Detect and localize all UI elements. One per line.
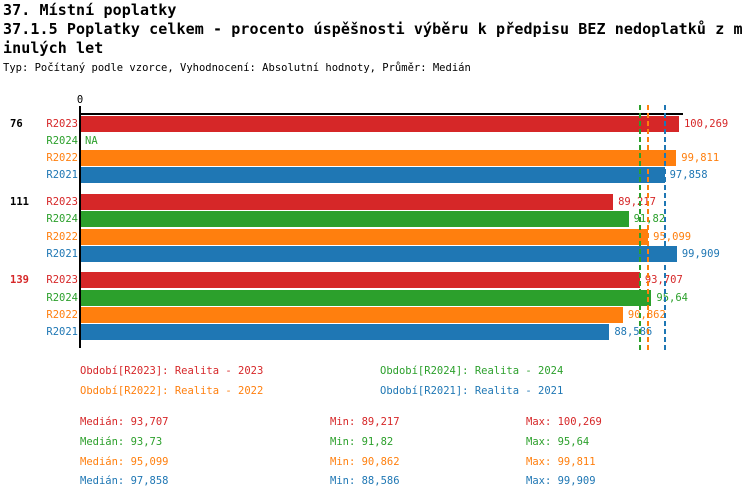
bar-row-label-r2022: R2022 bbox=[46, 308, 78, 321]
stat-median-r2023: Medián: 93,707 bbox=[80, 416, 169, 428]
stat-median-r2022: Medián: 95,099 bbox=[80, 456, 169, 468]
stat-max-r2021: Max: 99,909 bbox=[526, 475, 596, 487]
bar-r2023 bbox=[81, 272, 640, 289]
bar-value-label: 100,269 bbox=[683, 117, 729, 130]
bar-r2022 bbox=[81, 228, 649, 245]
stat-max-r2023: Max: 100,269 bbox=[526, 416, 602, 428]
stat-min-r2024: Min: 91,82 bbox=[330, 436, 394, 448]
bar-row-label-r2022: R2022 bbox=[46, 152, 78, 165]
bar-value-label: 91,82 bbox=[633, 213, 666, 226]
axis-top-line bbox=[80, 113, 683, 115]
stat-min-r2023: Min: 89,217 bbox=[330, 416, 400, 428]
bar-r2024 bbox=[81, 289, 652, 306]
bar-row-label-r2023: R2023 bbox=[46, 117, 78, 130]
bar-value-label: NA bbox=[85, 134, 98, 147]
bar-row-label-r2023: R2023 bbox=[46, 274, 78, 287]
legend-item-r2022: Období[R2022]: Realita - 2022 bbox=[80, 385, 264, 397]
bar-value-label: 95,099 bbox=[653, 230, 692, 243]
bar-value-label: 97,858 bbox=[669, 169, 708, 182]
bar-value-label: 95,64 bbox=[656, 291, 688, 304]
bar-value-label: 88,586 bbox=[614, 326, 653, 339]
median-refline-r2024 bbox=[638, 105, 641, 351]
stat-median-r2024: Medián: 93,73 bbox=[80, 436, 163, 448]
bar-row-label-r2021: R2021 bbox=[46, 169, 78, 182]
axis-zero-tick bbox=[79, 106, 81, 113]
median-refline-r2021 bbox=[663, 105, 666, 353]
median-refline-r2022 bbox=[647, 105, 650, 351]
chart-title-line-2: inulých let bbox=[3, 39, 104, 57]
legend-item-r2023: Období[R2023]: Realita - 2023 bbox=[80, 365, 264, 377]
bar-row-label-r2024: R2024 bbox=[46, 134, 78, 147]
bar-value-label: 89,217 bbox=[618, 195, 657, 208]
legend-item-r2024: Období[R2024]: Realita - 2024 bbox=[380, 365, 564, 377]
bar-value-label: 90,862 bbox=[628, 307, 666, 323]
bar-row-label-r2024: R2024 bbox=[46, 291, 78, 304]
bar-r2023 bbox=[81, 193, 614, 210]
bar-row-label-r2021: R2021 bbox=[46, 326, 78, 339]
bar-row-label-r2021: R2021 bbox=[46, 247, 78, 260]
bar-r2021 bbox=[81, 245, 677, 262]
bar-r2022 bbox=[81, 306, 623, 323]
bar-r2022 bbox=[81, 150, 677, 167]
bar-r2021 bbox=[81, 324, 610, 341]
stat-median-r2021: Medián: 97,858 bbox=[80, 475, 169, 487]
report-section-title: 37. Místní poplatky bbox=[3, 1, 177, 19]
bar-row-label-r2024: R2024 bbox=[46, 213, 78, 226]
bar-value-label: 99,811 bbox=[681, 152, 720, 165]
group-label: 139 bbox=[10, 274, 29, 287]
axis-baseline bbox=[79, 113, 81, 348]
bar-row-label-r2022: R2022 bbox=[46, 230, 78, 243]
bar-value-label: 99,909 bbox=[681, 247, 720, 260]
chart-subtitle: Typ: Počítaný podle vzorce, Vyhodnocení:… bbox=[3, 62, 471, 74]
bar-r2021 bbox=[81, 167, 665, 184]
bar-r2024 bbox=[81, 211, 629, 228]
group-label: 76 bbox=[10, 117, 23, 130]
stat-max-r2022: Max: 99,811 bbox=[526, 456, 596, 468]
bar-row-label-r2023: R2023 bbox=[46, 195, 78, 208]
axis-zero-tick-label: 0 bbox=[76, 94, 84, 106]
stat-max-r2024: Max: 95,64 bbox=[526, 436, 590, 448]
stat-min-r2021: Min: 88,586 bbox=[330, 475, 400, 487]
group-label: 111 bbox=[10, 195, 29, 208]
legend-item-r2021: Období[R2021]: Realita - 2021 bbox=[380, 385, 564, 397]
chart-title-line-1: 37.1.5 Poplatky celkem - procento úspěšn… bbox=[3, 20, 743, 38]
bar-r2023 bbox=[81, 115, 679, 132]
stat-min-r2022: Min: 90,862 bbox=[330, 456, 400, 468]
